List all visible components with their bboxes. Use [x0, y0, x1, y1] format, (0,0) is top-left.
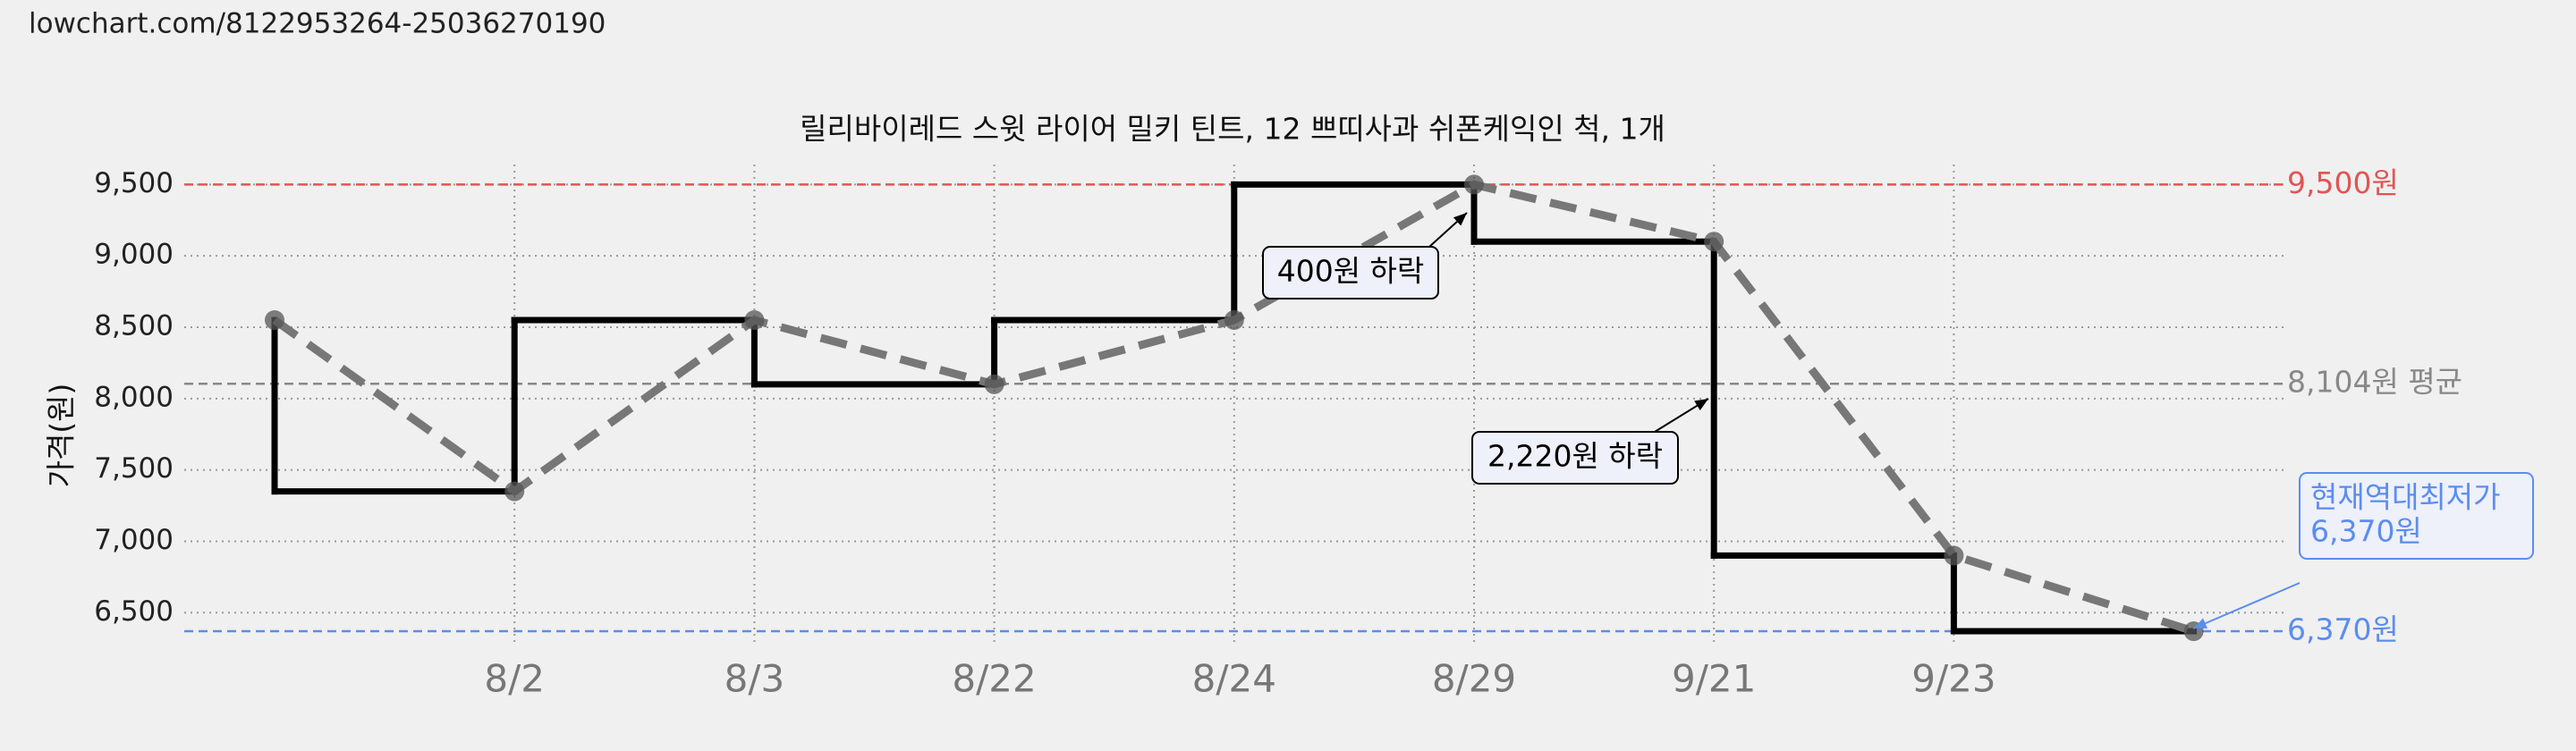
- annotation-arrow: [2192, 582, 2301, 629]
- x-tick-label: 9/21: [1672, 657, 1756, 701]
- annotation-text: 400원 하락: [1277, 254, 1425, 289]
- y-tick-label: 7,500: [94, 452, 174, 485]
- y-tick-label: 7,000: [94, 524, 174, 556]
- y-tick-label: 9,000: [94, 239, 174, 271]
- point: [1944, 545, 1964, 566]
- x-tick-label: 8/22: [952, 657, 1036, 701]
- point: [1224, 310, 1244, 331]
- annotation-box: [2299, 472, 2534, 560]
- annotation-arrowhead: [1453, 213, 1467, 226]
- x-tick-label: 9/23: [1911, 657, 1996, 701]
- point: [1704, 232, 1724, 252]
- y-tick-label: 6,500: [94, 595, 174, 628]
- annotation-box: [1471, 431, 1679, 485]
- y-tick-label: 8,500: [94, 309, 174, 342]
- annotation-arrowhead: [2193, 618, 2207, 629]
- annotation-box: [1262, 246, 1439, 300]
- y-tick-label: 8,000: [94, 381, 174, 413]
- reference-label: 6,370원: [2287, 612, 2399, 647]
- annotation-text: 6,370원: [2310, 514, 2422, 549]
- x-tick-label: 8/29: [1432, 657, 1516, 701]
- point: [265, 310, 284, 331]
- chart-title: 릴리바이레드 스윗 라이어 밀키 틴트, 12 쁘띠사과 쉬폰케익인 척, 1개: [800, 112, 1665, 147]
- x-tick-label: 8/24: [1192, 657, 1276, 701]
- annotation-text: 현재역대최저가: [2310, 480, 2501, 515]
- x-tick-label: 8/2: [484, 657, 545, 701]
- x-tick-label: 8/3: [724, 657, 785, 701]
- y-tick-label: 9,500: [94, 167, 174, 199]
- point: [504, 481, 525, 502]
- annotation-text: 2,220원 하락: [1487, 439, 1663, 474]
- point: [744, 310, 765, 331]
- point: [1464, 174, 1484, 195]
- reference-label: 9,500원: [2287, 165, 2399, 200]
- url: lowchart.com/8122953264-25036270190: [29, 8, 606, 40]
- y-axis-label: 가격(원): [44, 384, 79, 488]
- annotation-arrowhead: [1694, 399, 1708, 411]
- point: [984, 374, 1004, 394]
- reference-label: 8,104원 평균: [2287, 365, 2462, 400]
